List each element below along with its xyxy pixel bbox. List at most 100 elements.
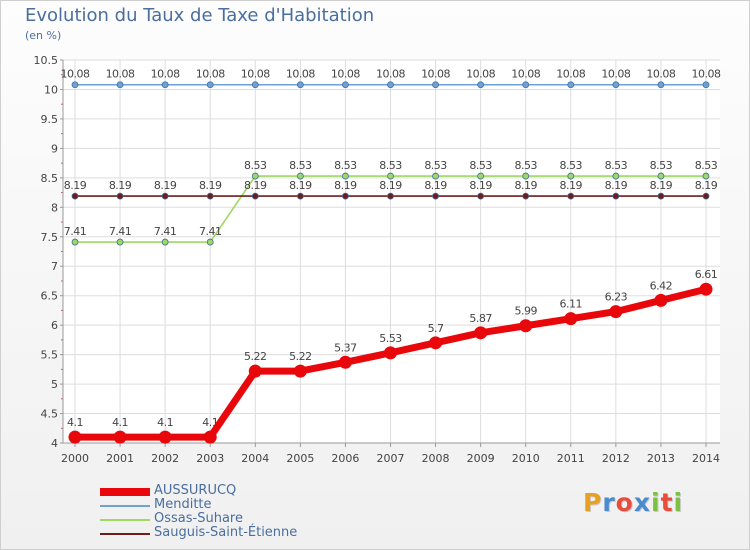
- data-point: [293, 364, 307, 378]
- legend-swatch: [100, 488, 150, 496]
- data-point: [432, 192, 439, 200]
- data-point: [158, 430, 172, 444]
- data-label: 8.53: [469, 159, 492, 172]
- data-point: [113, 430, 127, 444]
- y-tick-label: 7: [51, 260, 58, 273]
- data-label: 5.7: [428, 322, 444, 335]
- data-point: [161, 192, 169, 200]
- x-tick-label: 2000: [61, 452, 89, 465]
- data-label: 8.53: [289, 159, 312, 172]
- data-label: 10.08: [331, 68, 360, 81]
- data-point: [71, 238, 79, 246]
- data-label: 8.53: [514, 159, 537, 172]
- data-point: [654, 293, 668, 307]
- data-point: [657, 172, 665, 180]
- data-label: 8.19: [605, 179, 628, 192]
- y-tick-label: 4.5: [41, 408, 59, 421]
- data-label: 7.41: [199, 225, 222, 238]
- logo-letter: x: [633, 488, 651, 517]
- data-point: [429, 336, 443, 350]
- data-label: 8.19: [154, 179, 177, 192]
- x-tick-label: 2005: [286, 452, 314, 465]
- data-label: 8.19: [695, 179, 718, 192]
- data-point: [251, 192, 259, 200]
- data-point: [567, 172, 575, 180]
- y-tick-label: 5.5: [41, 349, 59, 362]
- logo-letter: P: [583, 488, 603, 517]
- data-point: [387, 172, 394, 180]
- data-point: [342, 172, 349, 180]
- data-point: [384, 346, 397, 360]
- data-label: 5.22: [244, 350, 267, 363]
- data-point: [116, 192, 124, 200]
- data-label: 5.22: [289, 350, 312, 363]
- data-point: [161, 238, 169, 246]
- data-point: [116, 81, 124, 89]
- y-unit-label: (en %): [25, 29, 62, 42]
- data-point: [519, 319, 533, 333]
- x-tick-label: 2002: [151, 452, 179, 465]
- data-point: [567, 81, 575, 89]
- data-label: 5.53: [379, 332, 402, 345]
- data-label: 7.41: [109, 225, 132, 238]
- data-point: [387, 192, 394, 200]
- data-point: [657, 81, 665, 89]
- data-label: 8.19: [424, 179, 447, 192]
- data-point: [432, 172, 439, 180]
- data-point: [251, 172, 259, 180]
- data-label: 8.53: [379, 159, 402, 172]
- data-point: [342, 81, 349, 89]
- logo-letter: o: [615, 488, 634, 517]
- plot-area: [63, 60, 720, 443]
- x-tick-label: 2007: [377, 452, 405, 465]
- x-tick-label: 2001: [106, 452, 134, 465]
- data-label: 8.53: [695, 159, 718, 172]
- data-point: [477, 81, 485, 89]
- series-menditte: [71, 81, 710, 89]
- data-point: [477, 172, 485, 180]
- data-point: [296, 172, 304, 180]
- data-point: [116, 238, 124, 246]
- data-label: 8.53: [244, 159, 267, 172]
- data-label: 5.99: [514, 305, 537, 318]
- data-label: 8.19: [650, 179, 673, 192]
- data-label: 10.08: [692, 68, 721, 81]
- data-label: 5.37: [334, 341, 357, 354]
- x-tick-label: 2014: [692, 452, 720, 465]
- data-label: 7.41: [64, 225, 87, 238]
- data-label: 10.08: [421, 68, 450, 81]
- data-point: [296, 81, 304, 89]
- data-label: 8.53: [650, 159, 673, 172]
- data-label: 10.08: [196, 68, 225, 81]
- data-point: [702, 81, 710, 89]
- series-aussurucq: [68, 282, 713, 444]
- y-tick-label: 7.5: [41, 231, 59, 244]
- data-point: [432, 81, 439, 89]
- legend-label: Sauguis-Saint-Étienne: [154, 525, 298, 540]
- data-label: 8.19: [64, 179, 87, 192]
- data-label: 6.23: [605, 291, 628, 304]
- x-tick-label: 2004: [241, 452, 269, 465]
- data-point: [387, 81, 394, 89]
- data-label: 8.19: [289, 179, 312, 192]
- data-label: 10.08: [106, 68, 135, 81]
- data-point: [206, 192, 214, 200]
- data-label: 8.19: [514, 179, 537, 192]
- y-tick-label: 6: [51, 319, 58, 332]
- series-sauguis-saint-etienne: [71, 192, 710, 200]
- data-point: [251, 81, 259, 89]
- logo-letter: r: [602, 488, 616, 517]
- data-label: 10.08: [151, 68, 180, 81]
- logo-letter: i: [673, 488, 684, 517]
- x-tick-label: 2006: [331, 452, 359, 465]
- x-tick-label: 2008: [422, 452, 450, 465]
- data-label: 10.08: [646, 68, 675, 81]
- y-tick-label: 9.5: [41, 113, 59, 126]
- data-point: [564, 312, 578, 326]
- logo-letter: t: [660, 488, 674, 517]
- data-point: [68, 430, 82, 444]
- y-tick-label: 8.5: [41, 172, 59, 185]
- data-label: 8.53: [605, 159, 628, 172]
- data-label: 8.19: [379, 179, 402, 192]
